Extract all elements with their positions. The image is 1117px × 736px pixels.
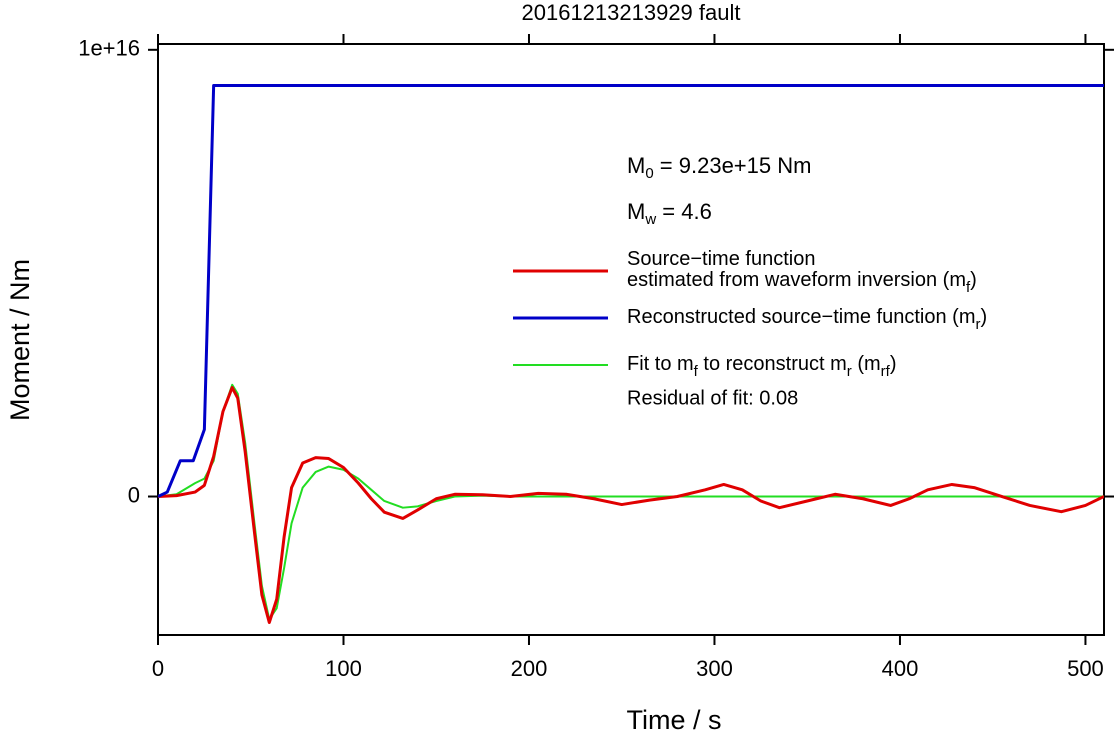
y-tick-label: 0 (128, 482, 140, 507)
text-segment: M (627, 153, 645, 178)
subscript: f (966, 279, 971, 296)
rich-text: estimated from waveform inversion (mf) (627, 269, 977, 296)
text-segment: Fit to m (627, 353, 694, 375)
text-segment: M (627, 199, 645, 224)
series-line (158, 386, 1104, 624)
text-segment: ) (970, 269, 977, 291)
text-segment: estimated from waveform inversion (m (627, 269, 966, 291)
text-segment: Reconstructed source−time function (m (627, 306, 976, 328)
text-segment: ) (981, 306, 988, 328)
x-tick-label: 100 (325, 656, 362, 681)
text-segment: ) (890, 353, 897, 375)
x-tick-label: 400 (882, 656, 919, 681)
text-segment: = 4.6 (656, 199, 712, 224)
text-segment: Source−time function (627, 248, 815, 270)
rich-text: M0 = 9.23e+15 Nm (627, 153, 811, 182)
rich-text: Source−time function (627, 248, 815, 270)
chart-title: 20161213213929 fault (522, 0, 741, 25)
subscript: w (644, 211, 656, 228)
x-tick-label: 0 (152, 656, 164, 681)
y-axis-label: Moment / Nm (5, 259, 35, 421)
rich-text: Reconstructed source−time function (mr) (627, 306, 987, 333)
rich-text: Fit to mf to reconstruct mr (mrf) (627, 353, 897, 380)
text-segment: (m (852, 353, 881, 375)
subscript: f (694, 363, 699, 380)
text-segment: to reconstruct m (698, 353, 847, 375)
subscript: rf (881, 363, 891, 380)
plot-frame (157, 43, 1105, 636)
subscript: r (847, 363, 852, 380)
subscript: r (976, 316, 981, 333)
text-segment: = 9.23e+15 Nm (654, 153, 812, 178)
x-tick-label: 200 (511, 656, 548, 681)
rich-text: Mw = 4.6 (627, 199, 712, 228)
series-line (158, 84, 1104, 498)
residual-label: Residual of fit: 0.08 (627, 387, 798, 409)
y-tick-label: 1e+16 (78, 36, 140, 61)
x-tick-label: 500 (1067, 656, 1104, 681)
x-tick-label: 300 (696, 656, 733, 681)
x-axis-label: Time / s (626, 705, 721, 735)
subscript: 0 (645, 165, 653, 182)
